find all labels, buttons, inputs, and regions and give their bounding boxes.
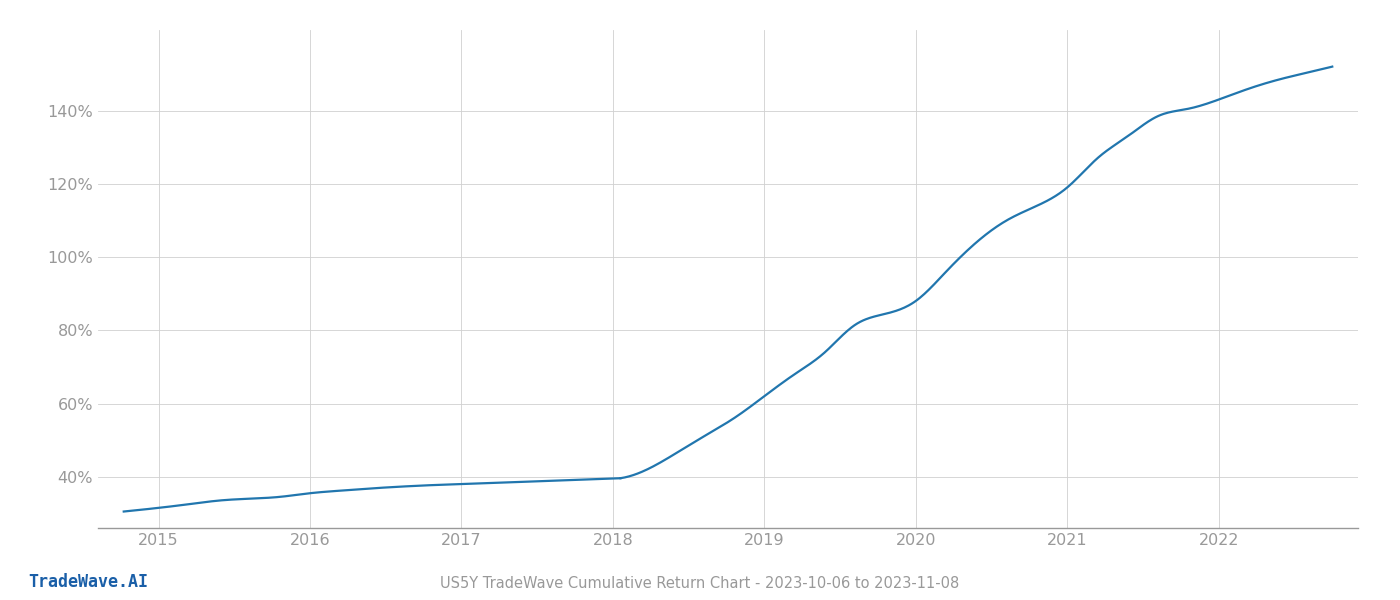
Text: US5Y TradeWave Cumulative Return Chart - 2023-10-06 to 2023-11-08: US5Y TradeWave Cumulative Return Chart -…: [441, 576, 959, 591]
Text: TradeWave.AI: TradeWave.AI: [28, 573, 148, 591]
